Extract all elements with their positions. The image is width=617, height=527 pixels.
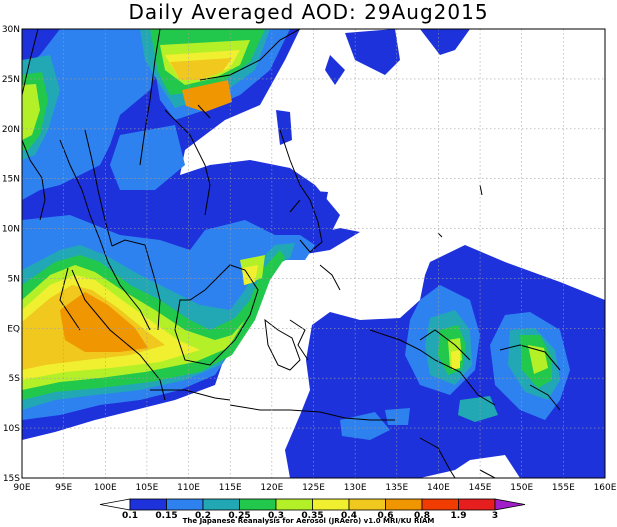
footer-credit: The Japanese Reanalysis for Aerosol (JRA… bbox=[182, 517, 435, 525]
colorbar-swatch bbox=[239, 498, 277, 511]
colorbar-label: 0.4 bbox=[341, 511, 357, 521]
lon-tick-label: 100E bbox=[94, 483, 117, 493]
map-title: Daily Averaged AOD: 29Aug2015 bbox=[128, 0, 489, 24]
colorbar-label: 1.9 bbox=[451, 511, 467, 521]
colorbar-swatch bbox=[385, 498, 423, 511]
lat-axis-labels: 30N 25N 20N 15N 10N 5N EQ 5S 10S 15S bbox=[2, 25, 20, 484]
lon-tick-label: 150E bbox=[510, 483, 533, 493]
plot-frame bbox=[21, 28, 606, 479]
lon-tick-label: 140E bbox=[427, 483, 450, 493]
colorbar-max-arrow bbox=[494, 498, 526, 511]
colorbar-swatch bbox=[166, 498, 204, 511]
colorbar-label: 0.6 bbox=[378, 511, 394, 521]
lat-tick-label: 5N bbox=[8, 274, 20, 284]
lon-tick-label: 105E bbox=[135, 483, 158, 493]
lon-tick-label: 145E bbox=[469, 483, 492, 493]
colorbar: 0.1 0.15 0.2 0.25 0.3 0.35 0.4 0.6 0.8 1.9 3 bbox=[99, 498, 526, 521]
colorbar-label: 3 bbox=[492, 511, 498, 521]
colorbar-min-arrow bbox=[99, 498, 131, 511]
lat-tick-label: 30N bbox=[2, 25, 20, 35]
lon-tick-label: 110E bbox=[177, 483, 200, 493]
colorbar-label: 0.2 bbox=[195, 511, 211, 521]
colorbar-swatch bbox=[312, 498, 350, 511]
colorbar-swatch bbox=[458, 498, 496, 511]
lon-tick-label: 120E bbox=[260, 483, 283, 493]
lon-tick-label: 115E bbox=[219, 483, 242, 493]
lon-axis-labels: 90E 95E 100E 105E 110E 115E 120E 125E 130E 135E 14… bbox=[13, 483, 616, 493]
colorbar-label: 0.1 bbox=[122, 511, 138, 521]
lat-tick-label: 20N bbox=[2, 125, 20, 135]
lon-tick-label: 135E bbox=[385, 483, 408, 493]
colorbar-label: 0.25 bbox=[228, 511, 250, 521]
lat-tick-label: 15N bbox=[2, 175, 20, 185]
coastlines bbox=[22, 29, 561, 478]
lat-tick-label: 15S bbox=[3, 474, 20, 484]
lon-tick-label: 125E bbox=[302, 483, 325, 493]
colorbar-swatch bbox=[348, 498, 386, 511]
graticule bbox=[22, 29, 605, 478]
lon-tick-label: 160E bbox=[594, 483, 617, 493]
lat-tick-label: 10N bbox=[2, 225, 20, 235]
lon-tick-label: 95E bbox=[55, 483, 72, 493]
colorbar-swatch bbox=[421, 498, 459, 511]
colorbar-swatch bbox=[275, 498, 313, 511]
colorbar-label: 0.3 bbox=[268, 511, 284, 521]
lat-tick-label: 5S bbox=[9, 374, 21, 384]
aod-level-08 bbox=[60, 80, 232, 352]
colorbar-swatch bbox=[129, 498, 167, 511]
colorbar-swatch bbox=[202, 498, 240, 511]
lat-tick-label: 10S bbox=[3, 424, 20, 434]
lon-tick-label: 130E bbox=[344, 483, 367, 493]
lon-tick-label: 90E bbox=[13, 483, 30, 493]
colorbar-label: 0.35 bbox=[301, 511, 323, 521]
colorbar-label: 0.8 bbox=[414, 511, 430, 521]
lat-tick-label: EQ bbox=[7, 324, 20, 334]
lon-tick-label: 155E bbox=[552, 483, 575, 493]
lat-tick-label: 25N bbox=[2, 75, 20, 85]
colorbar-label: 0.15 bbox=[155, 511, 177, 521]
